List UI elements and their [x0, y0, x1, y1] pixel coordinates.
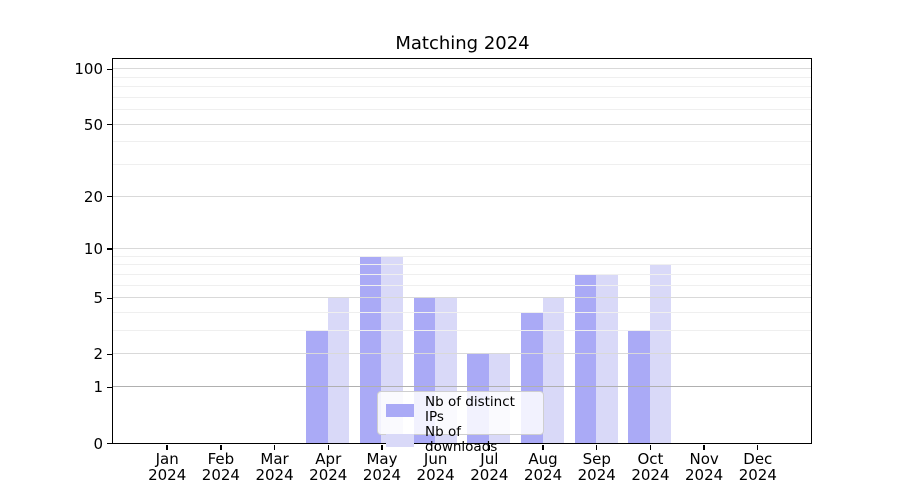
x-tick-mark — [488, 445, 491, 450]
gridline-major-50 — [113, 123, 811, 125]
x-tick-mark — [273, 445, 276, 450]
legend-label-distinct-ips: Nb of distinct IPs — [425, 394, 515, 425]
gridline-minor — [113, 273, 811, 275]
x-tick-mark — [649, 445, 652, 450]
x-tick-label-may: May 2024 — [362, 450, 402, 484]
gridline-minor — [113, 264, 811, 266]
x-tick-mark — [434, 445, 437, 450]
bar-downloads-sep — [596, 274, 618, 443]
y-tick-label-0: 0 — [93, 434, 103, 453]
x-tick-label-mar: Mar 2024 — [255, 450, 294, 484]
legend-item-distinct-ips: Nb of distinct IPs — [386, 395, 535, 425]
y-tick-mark — [107, 297, 112, 299]
x-tick-label-feb: Feb 2024 — [201, 450, 240, 484]
x-tick-label-jun: Jun 2024 — [416, 450, 455, 484]
x-tick-mark — [703, 445, 705, 450]
y-tick-label-1: 1 — [93, 378, 103, 397]
gridline-minor — [113, 312, 811, 313]
y-tick-label-10: 10 — [83, 240, 103, 259]
x-tick-label-aug: Aug 2024 — [523, 450, 563, 484]
x-tick-label-nov: Nov 2024 — [685, 450, 724, 484]
x-tick-mark — [166, 445, 168, 450]
legend: Nb of distinct IPs Nb of downloads — [377, 391, 544, 455]
y-tick-mark — [107, 386, 112, 388]
y-tick-label-2: 2 — [93, 345, 103, 364]
grid-layer — [113, 59, 811, 443]
bar-downloads-apr — [327, 297, 350, 443]
bar-distinct-ips-may — [359, 256, 382, 443]
y-tick-mark — [107, 248, 112, 250]
x-tick-label-jan: Jan 2024 — [148, 450, 187, 484]
gridline-minor — [113, 255, 811, 257]
gridline-major-100 — [113, 68, 811, 70]
x-tick-mark — [381, 445, 383, 450]
legend-item-downloads: Nb of downloads — [386, 425, 535, 455]
gridline-minor — [113, 86, 811, 88]
y-tick-mark — [107, 442, 112, 445]
y-tick-mark — [107, 195, 112, 198]
gridline-major-2 — [113, 353, 811, 355]
y-tick-label-20: 20 — [83, 187, 103, 206]
y-tick-mark — [107, 124, 112, 126]
x-tick-label-dec: Dec 2024 — [738, 450, 777, 484]
gridline-minor — [113, 284, 811, 286]
gridline-major-10 — [113, 248, 811, 250]
gridline-major-20 — [113, 195, 811, 197]
chart-title: Matching 2024 — [395, 33, 530, 54]
gridline-minor — [113, 76, 811, 78]
legend-swatch-distinct-ips-icon — [386, 403, 414, 417]
bar-downloads-aug — [542, 297, 564, 443]
plot-area — [112, 58, 812, 444]
x-tick-mark — [542, 445, 544, 450]
gridline-minor — [113, 164, 811, 166]
y-tick-mark — [107, 68, 112, 70]
x-tick-label-apr: Apr 2024 — [309, 450, 348, 484]
y-tick-label-50: 50 — [83, 115, 103, 134]
x-tick-mark — [757, 445, 759, 450]
gridline-major-5 — [113, 297, 811, 299]
y-tick-mark — [107, 353, 112, 356]
y-tick-label-100: 100 — [74, 60, 103, 79]
y-tick-label-5: 5 — [93, 289, 103, 308]
bar-distinct-ips-sep — [574, 274, 597, 443]
x-tick-label-oct: Oct 2024 — [631, 450, 670, 484]
x-tick-label-jul: Jul 2024 — [470, 450, 509, 484]
gridline-major-1 — [113, 386, 811, 388]
x-tick-mark — [327, 445, 329, 450]
x-tick-label-sep: Sep 2024 — [577, 450, 616, 484]
x-tick-mark — [220, 445, 222, 450]
gridline-minor — [113, 96, 811, 98]
x-tick-mark — [596, 445, 598, 450]
legend-swatch-downloads-icon — [386, 433, 414, 447]
gridline-minor — [113, 141, 811, 143]
gridline-minor — [113, 109, 811, 111]
legend-label-downloads: Nb of downloads — [425, 424, 498, 455]
gridline-minor — [113, 330, 811, 332]
